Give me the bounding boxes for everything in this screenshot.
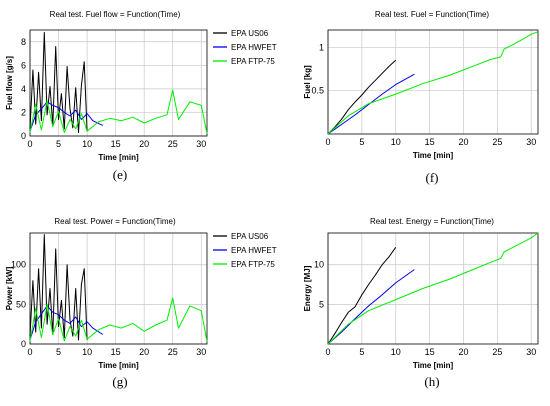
plot-frame <box>29 29 208 137</box>
x-tick-label: 10 <box>391 347 401 357</box>
series-line-2 <box>29 101 104 132</box>
x-tick-label: 10 <box>82 139 92 149</box>
x-tick-label: 30 <box>196 347 206 357</box>
x-axis-label: Time [min] <box>98 361 139 370</box>
chart-4: Real test. Energy = Function(Time) 0 5 10 15… <box>303 217 539 370</box>
y-tick-label: 4 <box>21 84 26 94</box>
chart-2: Real test. Fuel = Function(Time) 0 5 10 15 20… <box>303 10 539 160</box>
y-tick-label: 6 <box>21 60 26 70</box>
legend-entry: EPA HWFET <box>231 43 277 52</box>
y-axis-label: Fuel [kg] <box>303 65 312 99</box>
x-tick-label: 5 <box>359 137 364 147</box>
x-tick-label: 5 <box>359 347 364 357</box>
series-line-2 <box>327 269 415 345</box>
x-tick-label: 15 <box>111 347 121 357</box>
x-tick-label: 0 <box>325 347 330 357</box>
series-line-1 <box>327 247 397 345</box>
chart-title: Real test. Fuel = Function(Time) <box>375 10 490 19</box>
series-line-2 <box>327 73 415 135</box>
x-tick-label: 15 <box>425 137 435 147</box>
y-tick-label: 2 <box>21 107 26 117</box>
panel-caption: (e) <box>112 167 128 182</box>
x-tick-label: 30 <box>526 347 536 357</box>
series-line-3 <box>29 89 208 134</box>
chart-title: Real test. Energy = Function(Time) <box>370 217 494 226</box>
plot-frame <box>327 29 539 135</box>
x-tick-label: 0 <box>325 137 330 147</box>
x-tick-label: 15 <box>111 139 121 149</box>
y-tick-label: 50 <box>16 299 26 309</box>
chart-3: Real test. Power = Function(Time) 0 5 10 15 2… <box>5 217 277 370</box>
x-tick-label: 15 <box>425 347 435 357</box>
x-tick-label: 25 <box>168 347 178 357</box>
series-line-3 <box>29 297 208 342</box>
x-tick-label: 0 <box>27 139 32 149</box>
chart-title: Real test. Power = Function(Time) <box>54 217 176 226</box>
y-tick-label: 100 <box>11 260 26 270</box>
series-line-1 <box>327 59 397 135</box>
x-tick-label: 20 <box>139 139 149 149</box>
series-line-1 <box>29 31 88 133</box>
y-axis-label: Power [kW] <box>5 266 14 310</box>
panel-caption: (h) <box>424 374 440 389</box>
legend-entry: EPA HWFET <box>231 246 277 255</box>
series-line-2 <box>29 305 104 341</box>
legend-entry: EPA FTP-75 <box>231 57 275 66</box>
series-line-3 <box>327 232 539 345</box>
x-tick-label: 0 <box>27 347 32 357</box>
chart-title: Real test. Fuel flow = Function(Time) <box>50 10 181 19</box>
y-axis-label: Energy [MJ] <box>303 265 312 311</box>
x-tick-label: 25 <box>492 137 502 147</box>
x-tick-label: 20 <box>139 347 149 357</box>
y-tick-label: 10 <box>314 260 324 270</box>
panel-caption: (g) <box>112 374 128 389</box>
y-tick-label: 1 <box>319 42 324 52</box>
y-tick-label: 8 <box>21 37 26 47</box>
x-tick-label: 20 <box>458 137 468 147</box>
x-tick-label: 30 <box>196 139 206 149</box>
x-axis-label: Time [min] <box>98 153 139 162</box>
x-tick-label: 5 <box>56 347 61 357</box>
series-line-3 <box>327 31 539 135</box>
chart-1: Real test. Fuel flow = Function(Time) 0 5 1… <box>5 10 277 162</box>
legend-entry: EPA FTP-75 <box>231 260 275 269</box>
y-tick-label: 5 <box>319 299 324 309</box>
x-tick-label: 30 <box>526 137 536 147</box>
x-tick-label: 25 <box>168 139 178 149</box>
x-tick-label: 25 <box>492 347 502 357</box>
y-tick-label: 0.5 <box>311 86 324 96</box>
plot-frame <box>327 232 539 345</box>
legend-entry: EPA US06 <box>231 29 269 38</box>
legend-entry: EPA US06 <box>231 232 269 241</box>
series-line-1 <box>29 234 88 341</box>
x-tick-label: 10 <box>391 137 401 147</box>
x-tick-label: 20 <box>458 347 468 357</box>
plot-frame <box>29 232 208 345</box>
x-axis-label: Time [min] <box>413 151 454 160</box>
y-tick-label: 0 <box>21 339 26 349</box>
x-axis-label: Time [min] <box>413 361 454 370</box>
panel-caption: (f) <box>425 170 439 185</box>
x-tick-label: 5 <box>56 139 61 149</box>
y-axis-label: Fuel flow [g/s] <box>5 56 14 110</box>
y-tick-label: 0 <box>21 131 26 141</box>
x-tick-label: 10 <box>82 347 92 357</box>
